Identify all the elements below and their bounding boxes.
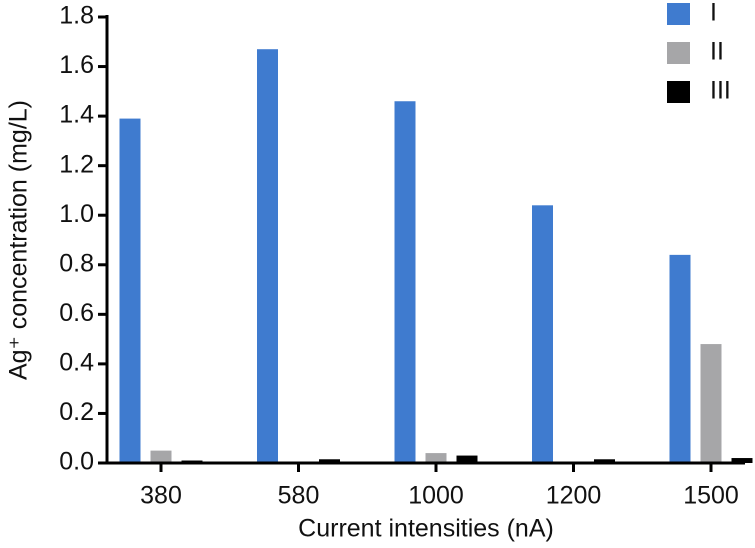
x-tick-label: 580 — [278, 482, 320, 510]
bar — [319, 459, 340, 463]
bar — [731, 458, 753, 463]
y-tick-label: 0.4 — [59, 348, 94, 376]
x-tick-label: 1000 — [408, 482, 464, 510]
legend-swatch — [667, 3, 690, 25]
bar — [594, 459, 615, 463]
bar — [669, 254, 691, 463]
bar — [425, 453, 447, 463]
bar — [150, 450, 172, 463]
bar — [532, 205, 553, 464]
bar — [456, 455, 478, 463]
y-tick-label: 1.4 — [59, 101, 94, 129]
legend-label: II — [710, 38, 724, 66]
y-tick-label: 1.6 — [59, 51, 94, 79]
y-axis-label: Ag⁺ concentration (mg/L) — [5, 100, 33, 380]
bar — [394, 101, 416, 463]
legend-swatch — [667, 81, 690, 103]
y-tick-label: 1.8 — [59, 2, 94, 30]
y-tick-label: 0.0 — [59, 448, 94, 476]
legend-swatch — [667, 42, 690, 64]
y-tick-label: 0.6 — [59, 299, 94, 327]
y-tick-label: 1.0 — [59, 200, 94, 228]
y-tick-label: 1.2 — [59, 150, 94, 178]
x-tick-label: 1200 — [546, 482, 602, 510]
bar — [119, 118, 141, 463]
x-axis-label: Current intensities (nA) — [298, 515, 554, 543]
x-tick-label: 1500 — [683, 482, 739, 510]
legend-label: I — [710, 0, 717, 27]
bar — [257, 49, 278, 463]
legend-label: III — [710, 77, 731, 105]
bar — [700, 344, 722, 463]
y-tick-label: 0.8 — [59, 249, 94, 277]
y-tick-label: 0.2 — [59, 398, 94, 426]
x-tick-label: 380 — [140, 482, 182, 510]
